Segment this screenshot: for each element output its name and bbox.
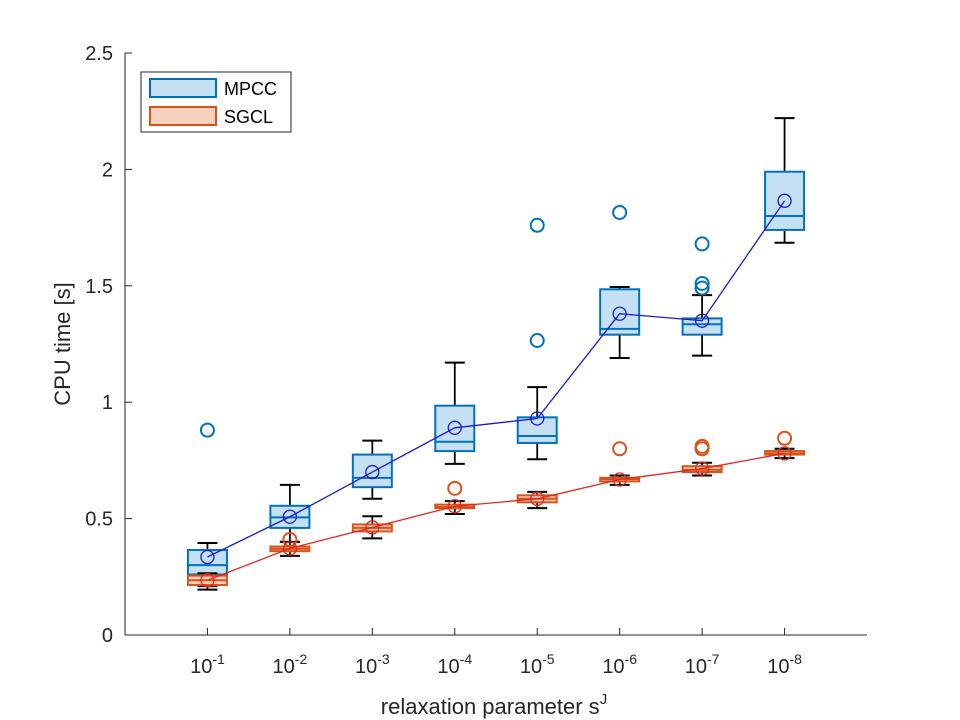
box bbox=[186, 549, 228, 576]
x-tick-label: 10-1 bbox=[190, 651, 225, 678]
x-tick-label-exponent: -6 bbox=[625, 651, 638, 667]
mean-line-sgcl bbox=[200, 446, 792, 588]
y-tick-label: 0 bbox=[102, 625, 113, 647]
mean-marker bbox=[694, 313, 710, 328]
mean-marker bbox=[200, 573, 215, 588]
x-tick-label-base: 10 bbox=[355, 656, 377, 678]
mean-marker bbox=[282, 509, 298, 524]
x-tick-label: 10-4 bbox=[437, 651, 472, 678]
x-tick-label-base: 10 bbox=[437, 656, 459, 678]
box bbox=[681, 317, 723, 336]
mean-marker bbox=[777, 446, 792, 461]
x-tick-label-exponent: -3 bbox=[377, 651, 390, 667]
x-tick-label-base: 10 bbox=[273, 656, 295, 678]
mean-marker bbox=[612, 306, 627, 321]
y-tick-label: 2.5 bbox=[85, 43, 113, 65]
mean-marker bbox=[694, 461, 710, 476]
outlier-point bbox=[612, 441, 628, 457]
mean-marker bbox=[200, 549, 215, 565]
mean-marker bbox=[447, 420, 462, 435]
mean-marker bbox=[365, 464, 380, 480]
box bbox=[599, 288, 641, 336]
outlier-point bbox=[529, 217, 545, 233]
mean-polyline bbox=[207, 200, 786, 558]
x-tick-label: 10-6 bbox=[602, 651, 637, 678]
outlier-point bbox=[694, 280, 710, 296]
y-tick-label: 0.5 bbox=[85, 509, 113, 531]
x-tick-label-exponent: -7 bbox=[707, 651, 720, 667]
legend-swatch-sgcl bbox=[149, 106, 217, 126]
x-tick-label-base: 10 bbox=[520, 656, 542, 678]
mean-marker bbox=[447, 499, 462, 514]
y-tick-label: 1.5 bbox=[85, 276, 113, 298]
outlier-point bbox=[694, 236, 710, 252]
outlier-point bbox=[777, 430, 793, 446]
mean-line-mpcc bbox=[200, 193, 792, 565]
x-tick-label: 10-7 bbox=[685, 651, 720, 678]
x-tick-label-exponent: -4 bbox=[460, 651, 473, 667]
x-tick-label-base: 10 bbox=[685, 656, 707, 678]
outlier-point bbox=[529, 333, 545, 349]
mean-marker bbox=[530, 491, 545, 506]
legend: MPCC SGCL bbox=[140, 71, 292, 133]
x-axis-title: relaxation parameter sJ bbox=[381, 691, 607, 719]
x-tick-label: 10-5 bbox=[520, 651, 555, 678]
x-tick-label-exponent: -2 bbox=[295, 651, 308, 667]
x-tick-label-base: 10 bbox=[602, 656, 624, 678]
outlier-point bbox=[282, 532, 298, 548]
y-axis-title: CPU time [s] bbox=[50, 282, 75, 405]
mean-polyline bbox=[207, 452, 785, 581]
plot-area bbox=[186, 117, 806, 591]
axes bbox=[124, 53, 867, 636]
x-tick-label-base: 10 bbox=[767, 656, 789, 678]
y-tick-label: 1 bbox=[102, 392, 113, 414]
legend-label-mpcc: MPCC bbox=[224, 79, 277, 99]
box bbox=[516, 416, 558, 444]
y-tick-label: 2 bbox=[102, 159, 113, 181]
series-mpcc bbox=[186, 117, 806, 588]
legend-label-sgcl: SGCL bbox=[224, 107, 273, 127]
x-tick-label: 10-3 bbox=[355, 651, 390, 678]
x-tick-label-exponent: -1 bbox=[212, 651, 225, 667]
x-tick-label-base: 10 bbox=[190, 656, 212, 678]
legend-swatch-mpcc bbox=[149, 78, 217, 98]
x-tick-label-exponent: -5 bbox=[542, 651, 555, 667]
x-tick-label: 10-2 bbox=[273, 651, 308, 678]
mean-marker bbox=[530, 411, 545, 426]
x-ticks: 10-1 10-2 10-3 10-4 10-5 10-6 10-7 10-8 bbox=[190, 628, 802, 678]
mean-marker bbox=[612, 472, 627, 487]
x-tick-label: 10-8 bbox=[767, 651, 802, 678]
x-axis-title-main: relaxation parameter s bbox=[381, 694, 600, 719]
outlier-point bbox=[694, 275, 710, 291]
outlier-point bbox=[447, 480, 463, 496]
box bbox=[351, 453, 393, 489]
mean-marker bbox=[282, 541, 298, 556]
outlier-point bbox=[199, 422, 215, 438]
mean-marker bbox=[777, 193, 792, 208]
outlier-point bbox=[694, 438, 710, 454]
x-axis-title-superscript: J bbox=[600, 691, 608, 708]
y-ticks: 0 0.5 1 1.5 2 2.5 bbox=[85, 43, 132, 647]
outlier-point bbox=[612, 204, 628, 220]
x-tick-label-exponent: -8 bbox=[789, 651, 802, 667]
mean-marker bbox=[365, 520, 380, 535]
